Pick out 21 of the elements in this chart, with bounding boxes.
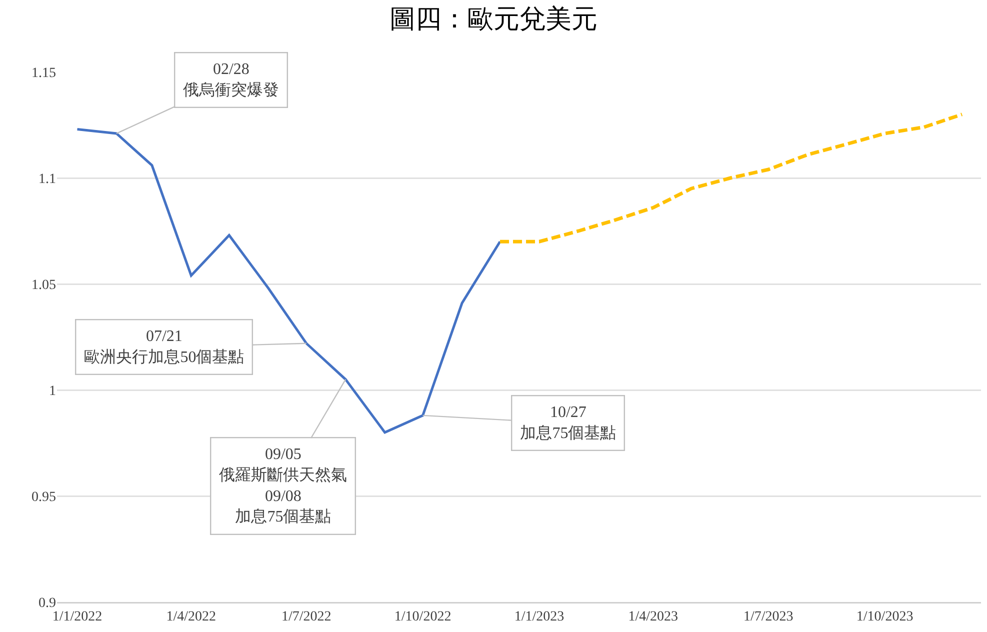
y-tick-label: 0.95 [32,490,56,505]
x-tick-label: 1/4/2023 [628,609,678,624]
x-tick-label: 1/10/2022 [394,609,452,624]
annotation: 07/21 歐洲央行加息50個基點 [84,328,244,366]
annotation: 10/27 加息75個基點 [520,404,616,442]
line-series [76,128,502,434]
x-tick-label: 1/1/2023 [514,609,564,624]
x-tick-label: 1/7/2022 [281,609,332,624]
line-series [498,112,964,244]
x-tick-label: 1/4/2022 [166,609,216,624]
x-tick-label: 1/1/2022 [52,609,102,624]
y-tick-label: 1.1 [38,172,56,187]
annotation: 09/05 俄羅斯斷供天然氣 09/08 加息75個基點 [219,446,348,526]
annotation: 02/28 俄烏衝突爆發 [183,61,280,99]
y-tick-label: 1.05 [32,278,56,293]
chart-title: 圖四：歐元兌美元 [390,4,598,34]
y-tick-label: 1.15 [32,66,56,81]
x-tick-label: 1/10/2023 [856,609,914,624]
y-tick-label: 1 [49,384,56,399]
y-tick-label: 0.9 [38,596,56,611]
x-tick-label: 1/7/2023 [743,609,794,624]
